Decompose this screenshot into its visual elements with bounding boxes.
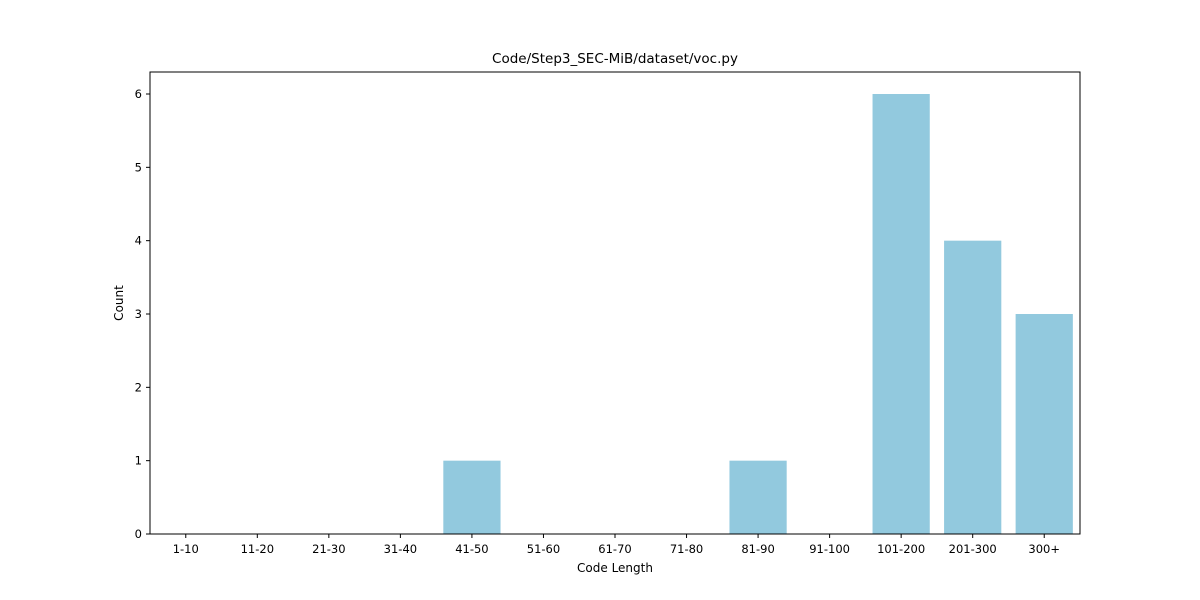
y-tick-label: 4 xyxy=(135,234,142,248)
x-tick-label: 51-60 xyxy=(527,542,560,556)
x-tick-label: 81-90 xyxy=(741,542,774,556)
x-tick-label: 41-50 xyxy=(455,542,488,556)
bar-300+ xyxy=(1015,314,1073,534)
bars-layer xyxy=(443,94,1073,535)
x-tick-label: 21-30 xyxy=(312,542,345,556)
x-tick-label: 201-300 xyxy=(949,542,997,556)
y-tick-label: 1 xyxy=(135,454,142,468)
chart-title: Code/Step3_SEC-MiB/dataset/voc.py xyxy=(492,51,738,67)
y-tick-label: 5 xyxy=(135,160,142,174)
y-axis-label: Count xyxy=(112,285,126,321)
x-tick-label: 91-100 xyxy=(809,542,850,556)
x-tick-label: 300+ xyxy=(1028,542,1060,556)
plot-frame xyxy=(149,71,1081,535)
x-tick-label: 31-40 xyxy=(384,542,417,556)
bar-41-50 xyxy=(443,460,501,534)
x-tick-label: 11-20 xyxy=(241,542,274,556)
y-tick-label: 6 xyxy=(135,87,142,101)
x-tick-label: 1-10 xyxy=(173,542,199,556)
x-axis: 1-10 11-20 21-30 31-40 41-50 51-60 61-70 71-80 8… xyxy=(173,534,1060,556)
bar-201-300 xyxy=(944,240,1002,535)
x-tick-label: 61-70 xyxy=(598,542,631,556)
x-tick-label: 101-200 xyxy=(877,542,925,556)
y-tick-label: 2 xyxy=(135,380,142,394)
y-tick-label: 0 xyxy=(135,527,142,541)
bar-81-90 xyxy=(729,460,787,534)
y-axis: 0 1 2 3 4 5 6 xyxy=(135,87,150,541)
y-tick-label: 3 xyxy=(135,307,142,321)
x-tick-label: 71-80 xyxy=(670,542,703,556)
x-axis-label: Code Length xyxy=(577,561,653,575)
bar-101-200 xyxy=(872,94,930,534)
